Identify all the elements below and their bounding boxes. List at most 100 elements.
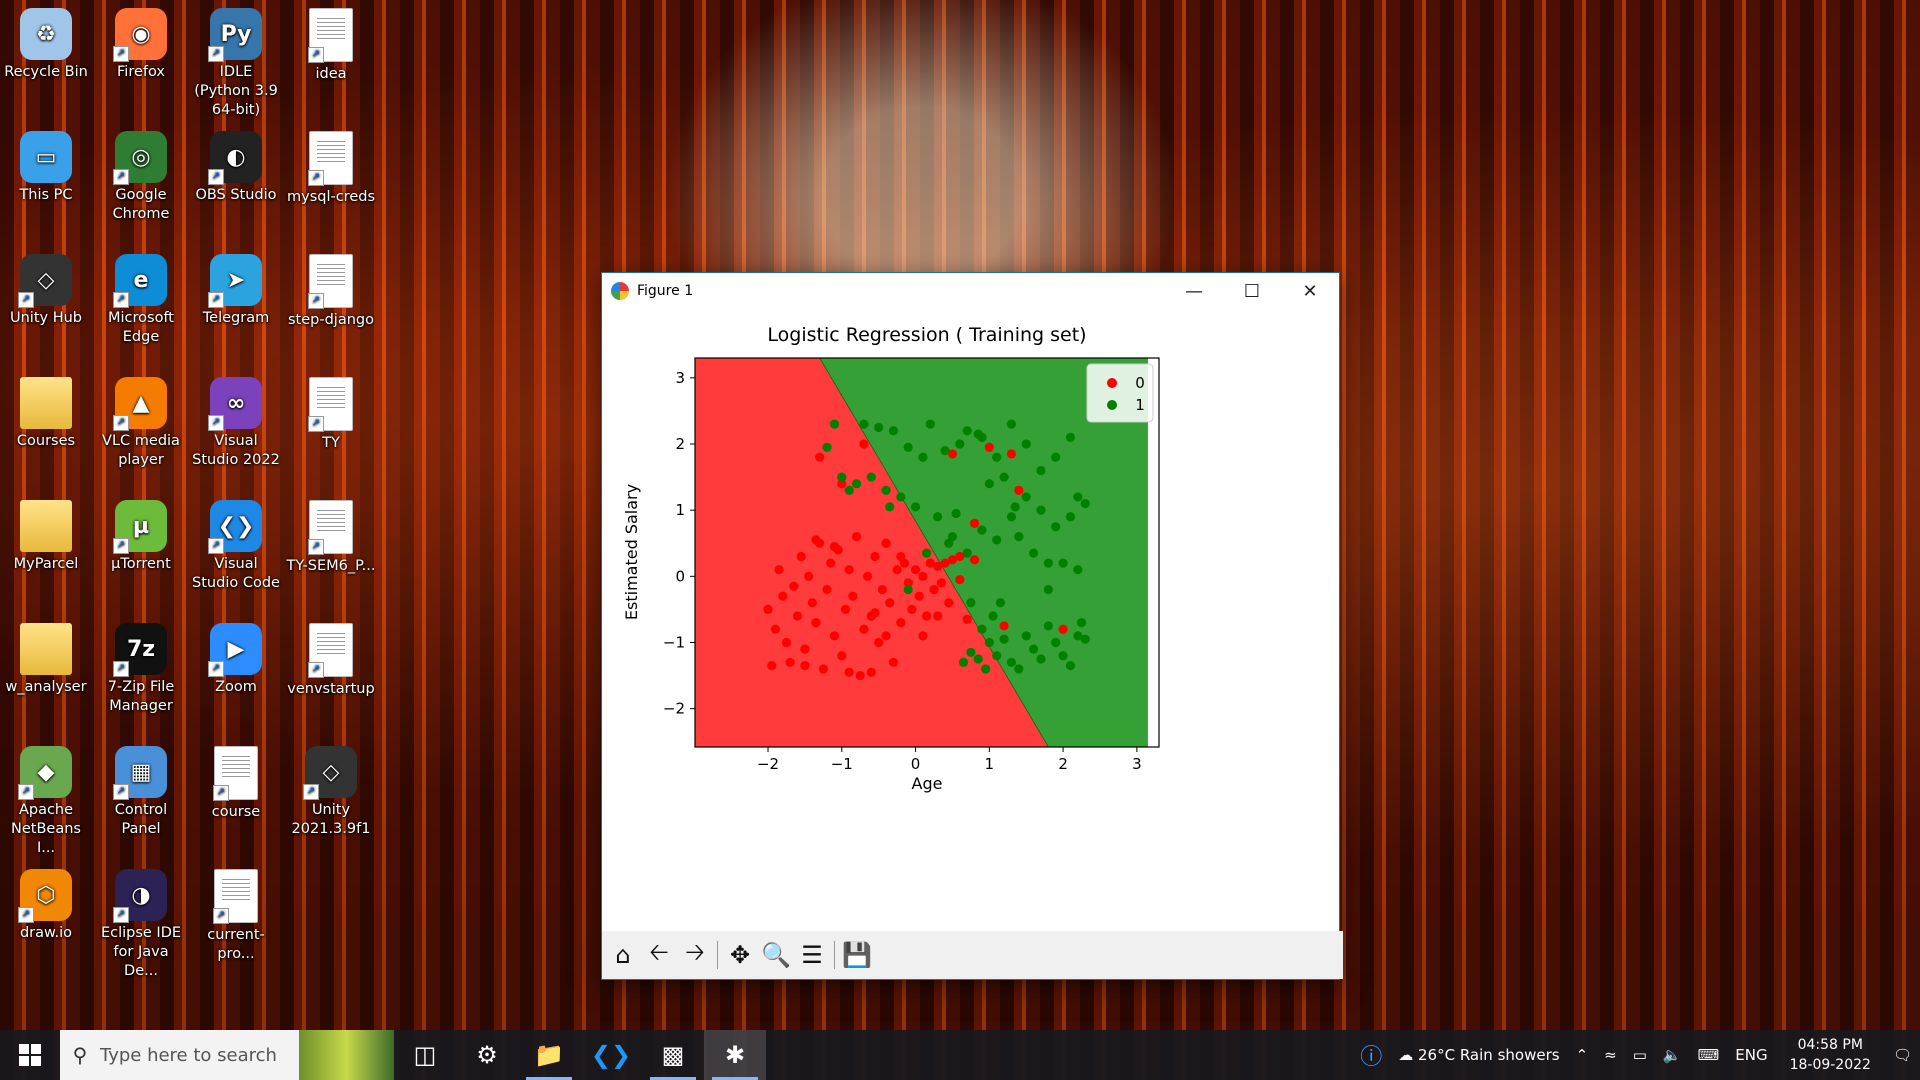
language-indicator[interactable]: ENG bbox=[1735, 1046, 1768, 1064]
desktop-icon[interactable]: ▲ ↗ VLC media player bbox=[95, 377, 187, 470]
document-icon: ↗ bbox=[308, 500, 353, 555]
window-titlebar[interactable]: Figure 1 — ☐ ✕ bbox=[602, 273, 1339, 309]
data-point-class-1 bbox=[1006, 657, 1017, 667]
desktop-icon-label: IDLE (Python 3.9 64-bit) bbox=[194, 64, 278, 118]
toolbar-divider bbox=[834, 941, 835, 969]
desktop-icon[interactable]: 7z ↗ 7-Zip File Manager bbox=[95, 623, 187, 716]
desktop-icon[interactable]: ◐ ↗ OBS Studio bbox=[190, 131, 282, 205]
desktop-icon[interactable]: ◇ ↗ Unity 2021.3.9f1 bbox=[285, 746, 377, 839]
desktop-icon[interactable]: ▶ ↗ Zoom bbox=[190, 623, 282, 697]
desktop-icon[interactable]: ↗ TY bbox=[285, 377, 377, 453]
data-point-class-1 bbox=[992, 651, 1002, 661]
vscode-icon: ❮❯ ↗ bbox=[208, 500, 262, 554]
data-point-class-0 bbox=[877, 584, 887, 595]
terminal-icon[interactable]: ▩ bbox=[642, 1030, 704, 1080]
desktop-icon[interactable]: Py ↗ IDLE (Python 3.9 64-bit) bbox=[190, 8, 282, 120]
data-point-class-0 bbox=[892, 565, 902, 575]
desktop-icon[interactable]: MyParcel bbox=[0, 500, 92, 574]
data-point-class-1 bbox=[903, 442, 913, 452]
back-arrow-icon[interactable]: 🡠 bbox=[649, 937, 669, 966]
data-point-class-0 bbox=[822, 584, 832, 595]
data-point-class-1 bbox=[1006, 419, 1017, 429]
data-point-class-1 bbox=[1051, 522, 1061, 532]
help-icon[interactable]: ⓘ bbox=[1360, 1045, 1383, 1070]
data-point-class-1 bbox=[1043, 621, 1053, 631]
window-title: Figure 1 bbox=[637, 283, 694, 299]
desktop-icon[interactable]: ◆ ↗ Apache NetBeans I... bbox=[0, 746, 92, 858]
desktop-icon[interactable]: ▭ This PC bbox=[0, 131, 92, 205]
utorrent-icon: µ ↗ bbox=[113, 500, 167, 554]
minimize-icon[interactable]: — bbox=[1185, 280, 1203, 302]
desktop-icon[interactable]: ❮❯ ↗ Visual Studio Code bbox=[190, 500, 282, 593]
desktop-icon[interactable]: µ ↗ µTorrent bbox=[95, 500, 187, 574]
data-point-class-0 bbox=[918, 571, 928, 581]
shortcut-arrow-icon: ↗ bbox=[208, 292, 224, 308]
legend-label: 0 bbox=[1135, 374, 1145, 392]
desktop-icon[interactable]: ⬡ ↗ draw.io bbox=[0, 869, 92, 943]
shortcut-arrow-icon: ↗ bbox=[308, 170, 324, 186]
desktop-icon[interactable]: ∞ ↗ Visual Studio 2022 bbox=[190, 377, 282, 470]
chevron-up-icon[interactable]: ⌃ bbox=[1575, 1046, 1589, 1064]
data-point-class-1 bbox=[896, 492, 906, 502]
clock[interactable]: 04:58 PM 18-09-2022 bbox=[1776, 1035, 1885, 1075]
task-view-icon[interactable]: ◫ bbox=[413, 1041, 437, 1069]
desktop-icon-label: course bbox=[211, 804, 261, 820]
figure-window[interactable]: Figure 1 — ☐ ✕ Logistic Regression ( Tra… bbox=[601, 272, 1343, 980]
desktop-icon-label: Visual Studio 2022 bbox=[192, 433, 280, 468]
maximize-icon[interactable]: ☐ bbox=[1243, 280, 1261, 302]
desktop-icon[interactable]: e ↗ Microsoft Edge bbox=[95, 254, 187, 347]
matplotlib-figure-icon[interactable]: ✱ bbox=[704, 1030, 766, 1080]
home-icon[interactable]: ⌂ bbox=[615, 941, 631, 969]
data-point-class-1 bbox=[955, 439, 965, 449]
start-button[interactable] bbox=[0, 1030, 60, 1080]
data-point-class-0 bbox=[896, 551, 906, 562]
pan-icon[interactable]: ✥ bbox=[729, 941, 751, 969]
desktop-icon[interactable]: ↗ current-pro... bbox=[190, 869, 282, 964]
desktop-icon[interactable]: ◇ ↗ Unity Hub bbox=[0, 254, 92, 328]
document-icon: ↗ bbox=[213, 869, 258, 924]
save-icon[interactable]: 💾 bbox=[842, 941, 872, 969]
x-tick-label: −1 bbox=[831, 755, 853, 773]
keyboard-icon[interactable]: ⌨ bbox=[1697, 1046, 1720, 1064]
desktop-icon[interactable]: ↗ step-django bbox=[285, 254, 377, 330]
close-icon[interactable]: ✕ bbox=[1302, 280, 1318, 302]
desktop-icon-label: Telegram bbox=[202, 310, 270, 326]
y-tick-label: 2 bbox=[675, 435, 685, 453]
desktop-icon[interactable]: ↗ mysql-creds bbox=[285, 131, 377, 207]
battery-icon[interactable]: ▭ bbox=[1632, 1046, 1647, 1064]
search-icon: ⚲ bbox=[72, 1043, 88, 1067]
network-icon[interactable]: ≈ bbox=[1604, 1046, 1617, 1064]
desktop-icon[interactable]: ♻ Recycle Bin bbox=[0, 8, 92, 82]
desktop-icon[interactable]: Courses bbox=[0, 377, 92, 451]
plot-canvas[interactable]: Logistic Regression ( Training set) −2 −1… bbox=[602, 309, 1339, 912]
desktop-icon[interactable]: ↗ venvstartup bbox=[285, 623, 377, 699]
data-point-class-1 bbox=[999, 472, 1009, 482]
desktop-icon[interactable]: ▦ ↗ Control Panel bbox=[95, 746, 187, 839]
desktop-icon[interactable]: ↗ course bbox=[190, 746, 282, 822]
data-point-class-0 bbox=[944, 598, 954, 608]
vscode-icon[interactable]: ❮❯ bbox=[590, 1041, 632, 1069]
desktop-icon[interactable]: ↗ idea bbox=[285, 8, 377, 84]
desktop-icon[interactable]: w_analyser bbox=[0, 623, 92, 697]
desktop-icon[interactable]: ◎ ↗ Google Chrome bbox=[95, 131, 187, 224]
search-box[interactable]: ⚲ Type here to search bbox=[60, 1030, 394, 1080]
configure-subplots-icon[interactable]: ☰ bbox=[801, 941, 823, 969]
volume-icon[interactable]: 🔈 bbox=[1662, 1046, 1682, 1064]
settings-gear-icon[interactable]: ⚙ bbox=[476, 1041, 498, 1069]
weather-widget[interactable]: ☁ 26°C Rain showers bbox=[1390, 1046, 1567, 1064]
desktop-icon[interactable]: ◑ ↗ Eclipse IDE for Java De... bbox=[95, 869, 187, 981]
data-point-class-0 bbox=[881, 538, 891, 548]
weather-icon: ☁ bbox=[1398, 1046, 1414, 1064]
notifications-icon[interactable]: 🗨 bbox=[1892, 1046, 1912, 1064]
file-explorer-icon[interactable]: 📁 bbox=[518, 1030, 580, 1080]
data-point-class-1 bbox=[844, 485, 854, 495]
data-point-class-1 bbox=[995, 598, 1005, 608]
data-point-class-0 bbox=[811, 535, 821, 545]
desktop-icon[interactable]: ◉ ↗ Firefox bbox=[95, 8, 187, 82]
desktop-icon[interactable]: ➤ ↗ Telegram bbox=[190, 254, 282, 328]
data-point-class-0 bbox=[837, 479, 847, 489]
forward-arrow-icon[interactable]: 🡢 bbox=[685, 937, 705, 966]
zoom-icon[interactable]: 🔍 bbox=[761, 941, 791, 969]
data-point-class-1 bbox=[922, 548, 932, 558]
desktop-icon[interactable]: ↗ TY-SEM6_P... bbox=[285, 500, 377, 576]
